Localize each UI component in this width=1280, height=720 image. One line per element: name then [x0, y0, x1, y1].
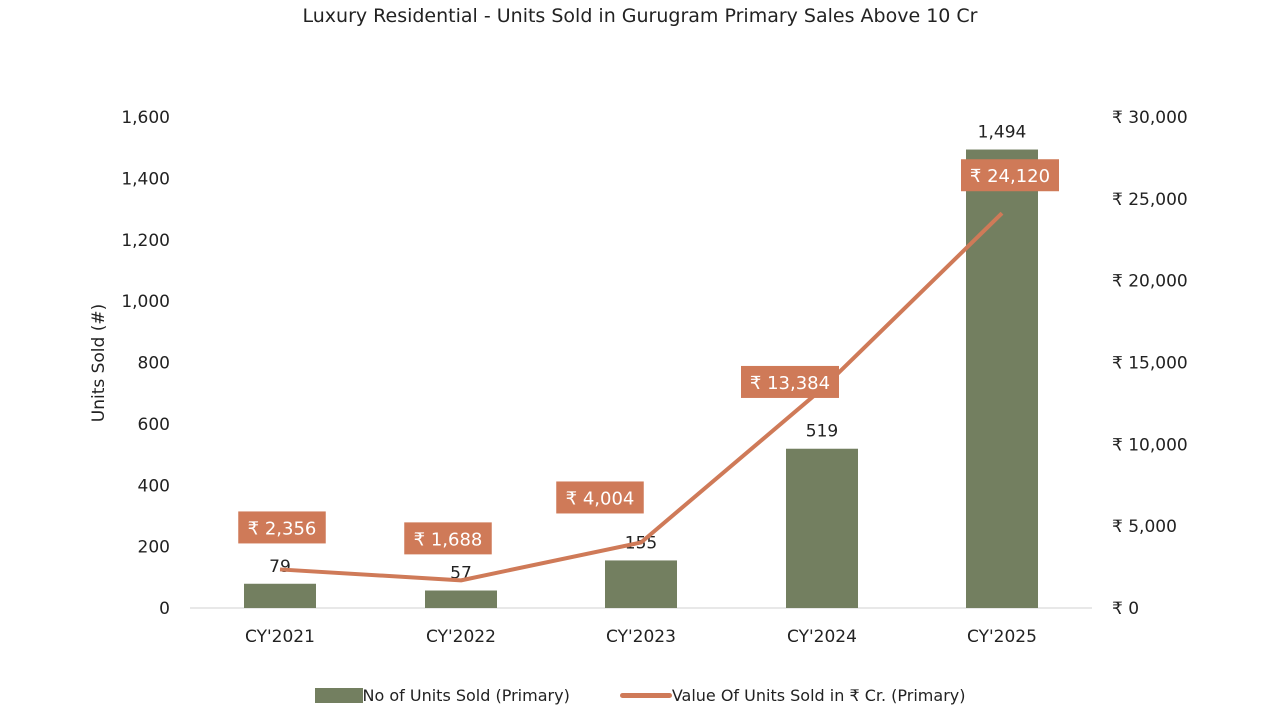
line-data-label-box — [404, 522, 492, 555]
x-tick-label: CY'2023 — [606, 627, 676, 647]
line-data-label: ₹ 24,120 — [970, 166, 1050, 187]
bar-data-label: 519 — [806, 422, 838, 442]
legend-swatch-line — [619, 693, 672, 698]
y-tick-label: 0 — [159, 599, 170, 619]
legend-item-units[interactable]: No of Units Sold (Primary) — [314, 686, 570, 705]
legend-label-value: Value Of Units Sold in ₹ Cr. (Primary) — [671, 686, 966, 705]
legend: No of Units Sold (Primary) Value Of Unit… — [0, 686, 1280, 705]
line-data-label: ₹ 2,356 — [248, 518, 317, 539]
line-data-label-box — [556, 481, 644, 514]
x-tick-label: CY'2024 — [787, 627, 857, 647]
bar-data-label: 79 — [269, 557, 291, 577]
line-data-label: ₹ 13,384 — [750, 373, 830, 394]
bar — [605, 560, 677, 608]
line-data-label-box — [741, 365, 839, 398]
y-tick-label: 1,400 — [121, 169, 170, 189]
y2-tick-label: ₹ 25,000 — [1112, 190, 1188, 210]
y2-tick-label: ₹ 30,000 — [1112, 108, 1188, 128]
bar — [966, 149, 1038, 608]
legend-swatch-bar — [314, 688, 363, 703]
x-tick-label: CY'2025 — [967, 627, 1037, 647]
legend-item-value[interactable]: Value Of Units Sold in ₹ Cr. (Primary) — [619, 686, 966, 705]
y2-tick-label: ₹ 5,000 — [1112, 517, 1177, 537]
y2-tick-label: ₹ 20,000 — [1112, 272, 1188, 292]
y-tick-label: 600 — [138, 415, 170, 435]
legend-label-units: No of Units Sold (Primary) — [362, 686, 570, 705]
y-tick-label: 1,200 — [121, 231, 170, 251]
bar — [244, 583, 316, 608]
line-data-label: ₹ 1,688 — [414, 529, 483, 550]
y-axis-label: Units Sold (#) — [89, 304, 109, 423]
bar — [786, 448, 858, 608]
line-data-label: ₹ 4,004 — [566, 488, 635, 509]
line-series — [279, 211, 1004, 583]
y-tick-label: 1,600 — [121, 108, 170, 128]
y-tick-label: 1,000 — [121, 292, 170, 312]
y2-tick-label: ₹ 15,000 — [1112, 354, 1188, 374]
bar-data-label: 1,494 — [978, 123, 1027, 143]
y2-tick-label: ₹ 10,000 — [1112, 435, 1188, 455]
chart-title: Luxury Residential - Units Sold in Gurug… — [302, 5, 978, 27]
line-data-label-box — [961, 159, 1059, 192]
y2-tick-label: ₹ 0 — [1112, 599, 1139, 619]
x-tick-label: CY'2022 — [426, 627, 496, 647]
y-tick-label: 200 — [138, 538, 170, 558]
x-tick-label: CY'2021 — [245, 627, 315, 647]
y-tick-label: 800 — [138, 354, 170, 374]
y-tick-label: 400 — [138, 476, 170, 496]
bar — [425, 590, 497, 608]
line-data-label-box — [238, 511, 326, 544]
